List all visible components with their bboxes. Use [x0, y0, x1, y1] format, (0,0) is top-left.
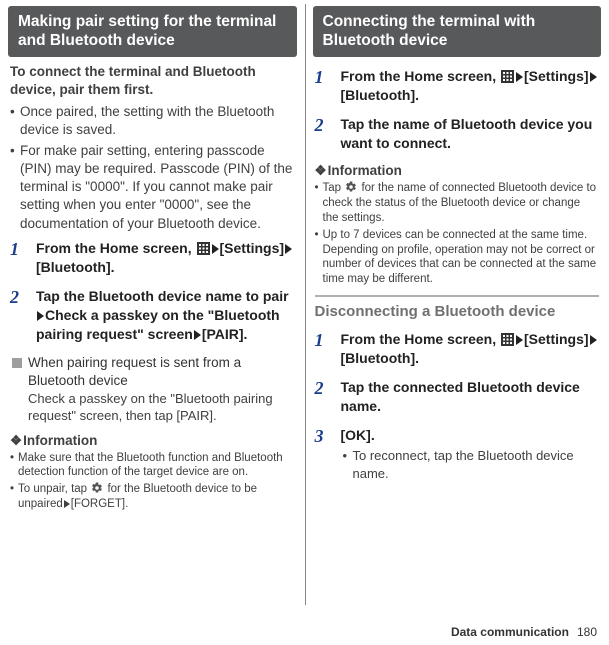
left-steps: From the Home screen, [Settings] [Bluetoo… [8, 235, 297, 344]
left-step-2-body: Tap the Bluetooth device name to pairChe… [36, 288, 289, 342]
column-divider [305, 4, 306, 605]
right-header: Connecting the terminal with Bluetooth d… [313, 6, 602, 57]
right-step-1: From the Home screen, [Settings] [Bluetoo… [315, 67, 600, 105]
left-step-1: From the Home screen, [Settings] [Bluetoo… [10, 239, 295, 277]
triangle-icon [590, 335, 597, 345]
disconnect-heading: Disconnecting a Bluetooth device [315, 295, 600, 320]
pairing-request-title: When pairing request is sent from a Blue… [28, 355, 241, 388]
right-column: Connecting the terminal with Bluetooth d… [305, 0, 609, 645]
pairing-request-desc: Check a passkey on the "Bluetooth pairin… [28, 391, 295, 425]
left-step-1-pre: From the Home screen, [36, 240, 196, 256]
left-step-1-mid: [Settings] [220, 240, 285, 256]
left-info-heading: Information [10, 433, 295, 449]
disconnect-step-1: From the Home screen, [Settings] [Bluetoo… [315, 330, 600, 368]
right-step-1-mid: [Settings] [524, 68, 589, 84]
triangle-icon [285, 244, 292, 254]
right-step-2-body: Tap the name of Bluetooth device you wan… [341, 116, 593, 151]
diamond-icon [315, 163, 328, 178]
disconnect-step-1-pre: From the Home screen, [341, 331, 501, 347]
apps-grid-icon [501, 333, 514, 346]
disconnect-step-3-body: [OK]. [341, 427, 375, 443]
left-intro: To connect the terminal and Bluetooth de… [8, 63, 297, 103]
triangle-icon [212, 244, 219, 254]
disconnect-step-3: [OK]. To reconnect, tap the Bluetooth de… [315, 426, 600, 482]
triangle-icon [516, 335, 523, 345]
right-info-title: Information [328, 163, 402, 178]
page: Making pair setting for the terminal and… [0, 0, 609, 645]
left-bullets: Once paired, the setting with the Blueto… [8, 103, 297, 233]
disconnect-step-1-body: From the Home screen, [Settings] [Bluetoo… [341, 331, 598, 366]
disconnect-step-1-post: [Bluetooth]. [341, 350, 420, 366]
right-info-1-pre: Tap [323, 182, 345, 194]
page-footer: Data communication 180 [451, 625, 597, 639]
right-info-list: Tap for the name of connected Bluetooth … [313, 181, 602, 288]
disconnect-step-3-sublist: To reconnect, tap the Bluetooth device n… [341, 447, 600, 482]
right-step-1-pre: From the Home screen, [341, 68, 501, 84]
left-info-list: Make sure that the Bluetooth function an… [8, 451, 297, 513]
apps-grid-icon [501, 70, 514, 83]
pairing-request-note: When pairing request is sent from a Blue… [10, 354, 295, 425]
disconnect-step-2: Tap the connected Bluetooth device name. [315, 378, 600, 416]
disconnect-step-1-mid: [Settings] [524, 331, 589, 347]
footer-category: Data communication [451, 625, 569, 639]
left-info-2-post: [FORGET]. [71, 498, 129, 510]
left-header: Making pair setting for the terminal and… [8, 6, 297, 57]
gear-icon [91, 482, 103, 494]
triangle-icon [194, 330, 201, 340]
left-info-2: To unpair, tap for the Bluetooth device … [10, 482, 295, 512]
right-step-2: Tap the name of Bluetooth device you wan… [315, 115, 600, 153]
right-step-1-post: [Bluetooth]. [341, 87, 420, 103]
right-step-1-body: From the Home screen, [Settings] [Bluetoo… [341, 68, 598, 103]
disconnect-step-2-body: Tap the connected Bluetooth device name. [341, 379, 580, 414]
right-info-1: Tap for the name of connected Bluetooth … [315, 181, 600, 226]
left-info-2-pre: To unpair, tap [18, 483, 90, 495]
right-info-heading: Information [315, 163, 600, 179]
disconnect-steps: From the Home screen, [Settings] [Bluetoo… [313, 326, 602, 482]
left-step-2-a: Tap the Bluetooth device name to pair [36, 288, 289, 304]
left-step-1-post: [Bluetooth]. [36, 259, 115, 275]
left-step-2: Tap the Bluetooth device name to pairChe… [10, 287, 295, 344]
right-info-2: Up to 7 devices can be connected at the … [315, 228, 600, 288]
triangle-icon [516, 72, 523, 82]
triangle-icon [590, 72, 597, 82]
gear-icon [345, 181, 357, 193]
left-bullet-2: For make pair setting, entering passcode… [10, 142, 295, 233]
diamond-icon [10, 433, 23, 448]
disconnect-step-3-sub: To reconnect, tap the Bluetooth device n… [343, 447, 598, 482]
left-bullet-1: Once paired, the setting with the Blueto… [10, 103, 295, 139]
left-info-title: Information [23, 433, 97, 448]
right-info-1-post: for the name of connected Bluetooth devi… [323, 182, 597, 224]
apps-grid-icon [197, 242, 210, 255]
left-column: Making pair setting for the terminal and… [0, 0, 305, 645]
triangle-icon [37, 311, 44, 321]
right-steps: From the Home screen, [Settings] [Bluetoo… [313, 63, 602, 153]
footer-page-number: 180 [577, 625, 597, 639]
triangle-icon [64, 500, 70, 508]
left-step-2-c: [PAIR]. [202, 326, 248, 342]
left-info-1: Make sure that the Bluetooth function an… [10, 451, 295, 481]
left-step-1-body: From the Home screen, [Settings] [Bluetoo… [36, 240, 293, 275]
